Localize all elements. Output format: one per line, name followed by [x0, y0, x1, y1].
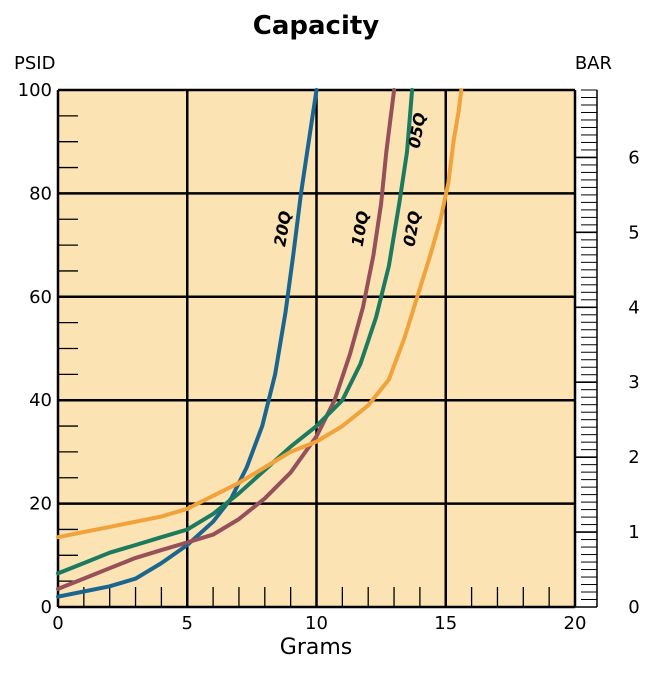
x-tick-label: 10	[305, 613, 328, 634]
y-tick-label: 60	[29, 287, 52, 308]
series-lines	[56, 88, 464, 599]
left-axis-unit-label: PSID	[14, 53, 55, 74]
x-axis-label: Grams	[280, 635, 352, 660]
y-tick-label: 0	[41, 597, 52, 618]
right-tick-label: 0	[628, 597, 639, 618]
y-tick-label: 80	[29, 183, 52, 204]
right-tick-label: 3	[628, 372, 639, 393]
chart-title: Capacity	[253, 11, 380, 41]
right-axis-tick-labels: 0 1 2 3 4 5 6	[628, 147, 639, 618]
right-tick-label: 5	[628, 222, 639, 243]
series-line-10q	[56, 88, 397, 591]
x-tick-label: 15	[434, 613, 457, 634]
x-tick-label: 0	[52, 613, 63, 634]
right-tick-label: 1	[628, 522, 639, 543]
right-axis	[575, 89, 598, 608]
y-tick-label: 40	[29, 390, 52, 411]
right-tick-label: 6	[628, 147, 639, 168]
y-tick-label: 100	[18, 80, 52, 101]
x-tick-label: 20	[564, 613, 587, 634]
series-line-02q	[56, 88, 464, 540]
x-axis-tick-labels: 0 5 10 15 20	[52, 613, 586, 634]
y-axis-tick-labels: 0 20 40 60 80 100	[18, 80, 52, 618]
minor-ticks	[58, 115, 550, 607]
right-tick-label: 2	[628, 447, 639, 468]
x-tick-label: 5	[182, 613, 193, 634]
y-tick-label: 20	[29, 494, 52, 515]
right-axis-unit-label: BAR	[575, 53, 612, 74]
right-tick-label: 4	[628, 297, 639, 318]
